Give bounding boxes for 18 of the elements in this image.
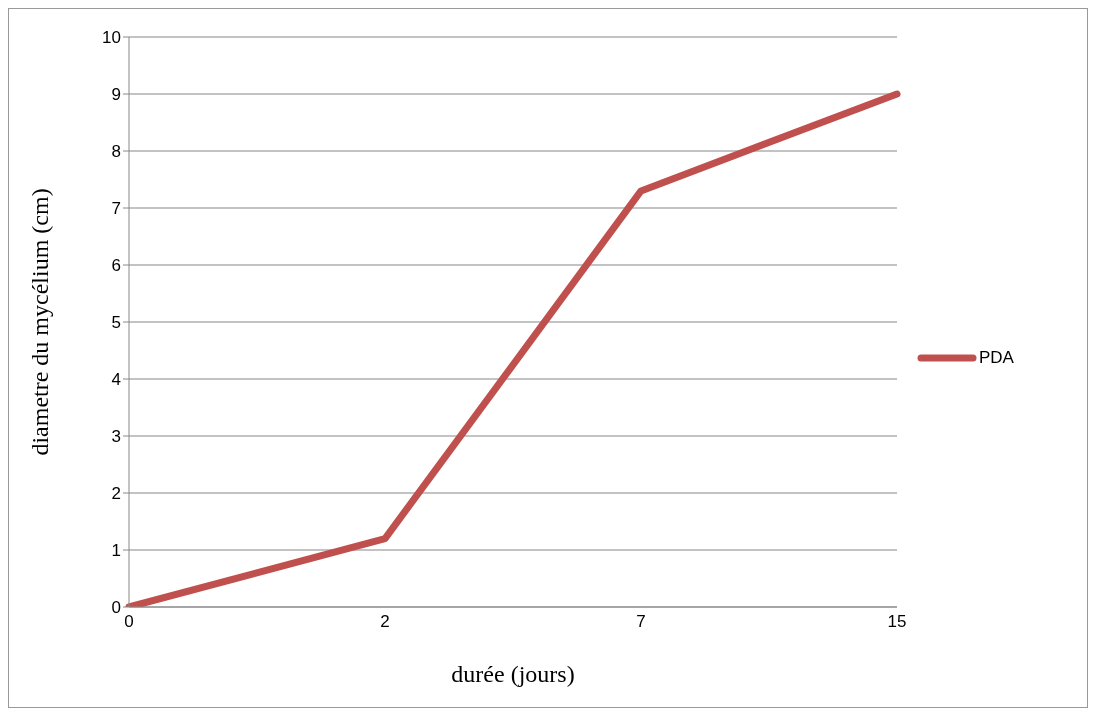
y-tick-label: 4 [111,370,121,390]
y-axis-title: diametre du mycélium (cm) [26,188,53,456]
legend-label: PDA [979,348,1014,368]
x-tick-label: 2 [380,612,390,632]
x-tick-label: 15 [887,612,907,632]
y-tick-label: 1 [111,541,121,561]
x-tick-label: 7 [636,612,646,632]
y-tick-label: 3 [111,427,121,447]
y-tick-label: 9 [111,85,121,105]
x-tick-label: 0 [124,612,134,632]
y-tick-label: 0 [111,598,121,618]
y-tick-label: 6 [111,256,121,276]
y-tick-label: 5 [111,313,121,333]
x-axis-title: durée (jours) [451,661,575,687]
y-tick-label: 7 [111,199,121,219]
y-tick-label: 8 [111,142,121,162]
y-tick-label: 2 [111,484,121,504]
y-tick-label: 10 [102,28,121,48]
